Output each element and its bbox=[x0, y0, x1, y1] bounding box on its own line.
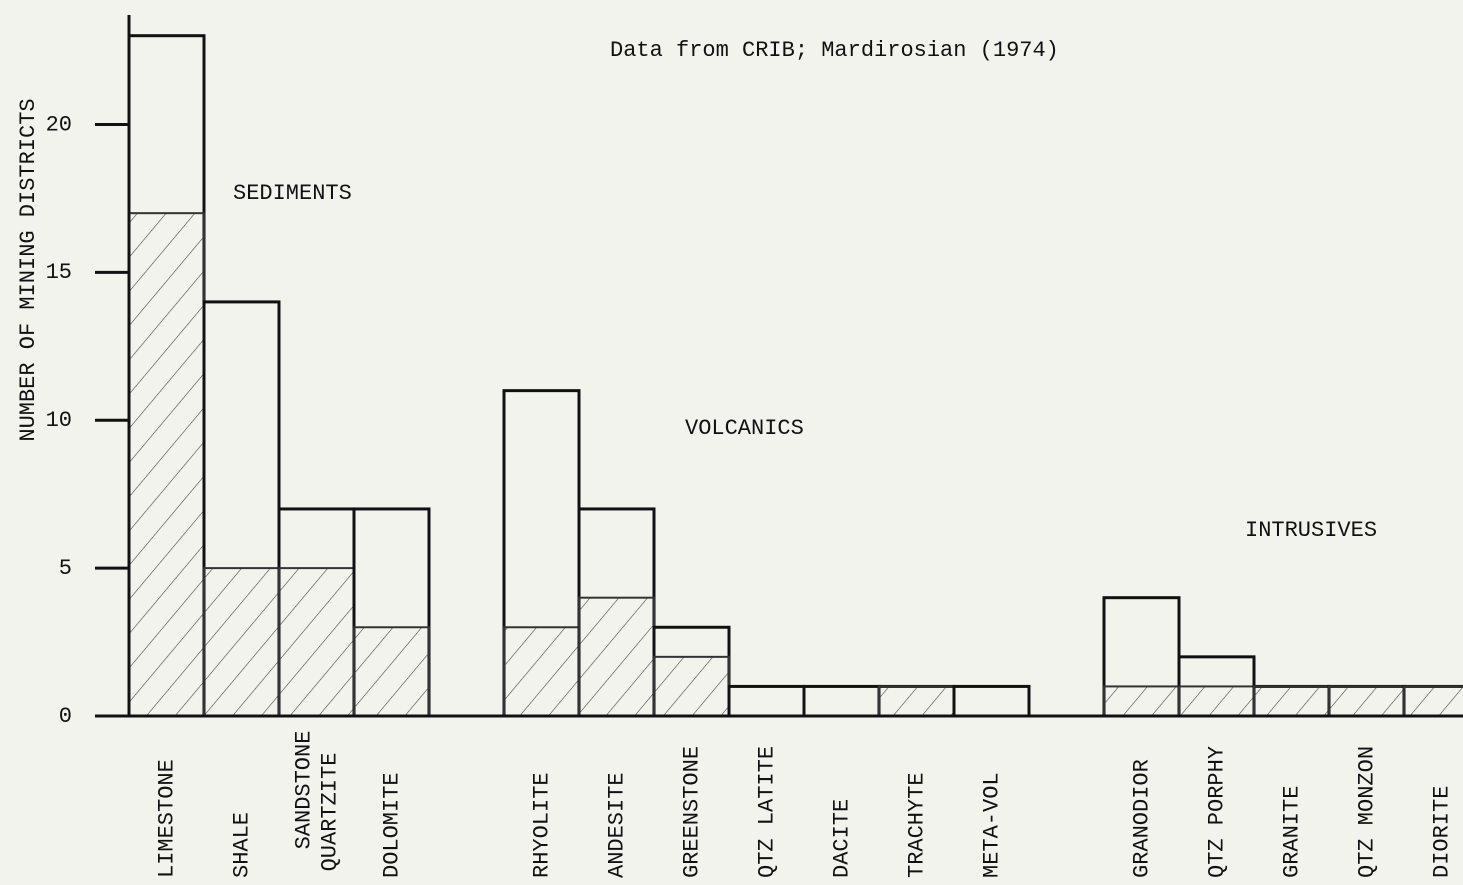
x-tick-label: DOLOMITE bbox=[379, 772, 404, 878]
hatched-bar bbox=[203, 567, 280, 717]
x-tick-label: GRANODIOR bbox=[1129, 759, 1154, 878]
annotation: INTRUSIVES bbox=[1245, 518, 1377, 543]
hatched-bar bbox=[1103, 685, 1180, 717]
hatched-bar bbox=[278, 567, 355, 717]
y-tick-label: 15 bbox=[46, 260, 72, 285]
x-tick-label: QTZ PORPHY bbox=[1204, 746, 1229, 878]
hatched-bar bbox=[503, 626, 580, 717]
x-tick-label: RHYOLITE bbox=[529, 772, 554, 878]
hatched-bar bbox=[653, 655, 730, 717]
x-tick-label: ANDESITE bbox=[604, 772, 629, 878]
annotation: SEDIMENTS bbox=[233, 181, 352, 206]
hatched-bar bbox=[128, 212, 205, 717]
y-axis-label: NUMBER OF MINING DISTRICTS bbox=[16, 98, 41, 441]
x-tick-label: GRANITE bbox=[1279, 786, 1304, 878]
hatched-bar bbox=[578, 596, 655, 717]
y-tick-label: 10 bbox=[46, 408, 72, 433]
x-tick-label: GREENSTONE bbox=[679, 746, 704, 878]
x-tick-label: TRACHYTE bbox=[904, 772, 929, 878]
x-tick-label: QTZ LATITE bbox=[754, 746, 779, 878]
x-tick-label: QUARTZITE bbox=[317, 753, 342, 872]
y-tick-label: 5 bbox=[59, 556, 72, 581]
y-tick-label: 0 bbox=[59, 704, 72, 729]
bar bbox=[802, 684, 881, 718]
hatched-bar bbox=[1403, 685, 1463, 717]
chart-title: Data from CRIB; Mardirosian (1974) bbox=[610, 38, 1059, 63]
x-tick-label: LIMESTONE bbox=[154, 759, 179, 878]
x-tick-label: QTZ MONZON bbox=[1354, 746, 1379, 878]
x-tick-label: SANDSTONE bbox=[291, 731, 316, 850]
hatched-bar bbox=[1253, 685, 1330, 717]
bar bbox=[727, 684, 806, 718]
x-tick-label: SHALE bbox=[229, 812, 254, 878]
annotation: VOLCANICS bbox=[685, 416, 804, 441]
hatched-bar bbox=[353, 626, 430, 717]
hatched-bar bbox=[1178, 685, 1255, 717]
y-tick-label: 20 bbox=[46, 112, 72, 137]
x-tick-label: META-VOL bbox=[979, 772, 1004, 878]
hatched-bar bbox=[878, 685, 955, 717]
hatched-bar bbox=[1328, 685, 1405, 717]
x-tick-label: DACITE bbox=[829, 799, 854, 878]
bar bbox=[952, 684, 1031, 718]
x-tick-label: DIORITE bbox=[1429, 786, 1454, 878]
